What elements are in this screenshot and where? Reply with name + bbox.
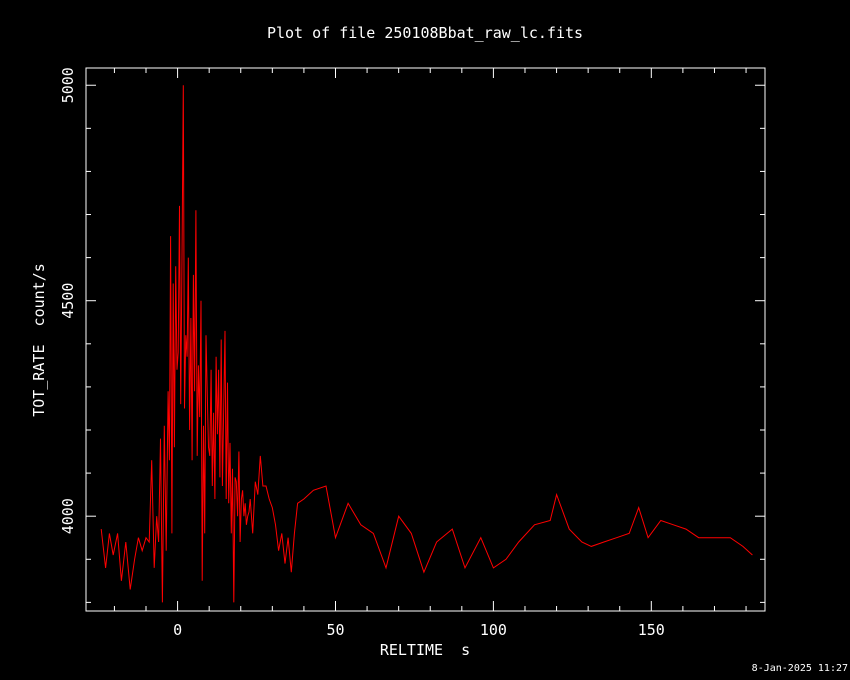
tick-labels: 0 50 100 150 4000 4500 5000 <box>59 67 665 639</box>
timestamp: 8-Jan-2025 11:27 <box>752 663 848 674</box>
y-tick-label: 4000 <box>59 498 77 534</box>
axes <box>85 67 766 612</box>
data-series <box>100 85 753 603</box>
series-line <box>100 85 753 603</box>
y-tick-label: 5000 <box>59 67 77 103</box>
x-tick-label: 0 <box>173 621 182 639</box>
y-axis-label: TOT_RATE count/s <box>30 263 48 417</box>
chart-title: Plot of file 250108Bbat_raw_lc.fits <box>267 24 583 42</box>
plot-frame <box>85 67 766 612</box>
x-axis-label: RELTIME s <box>380 641 470 659</box>
x-tick-label: 150 <box>638 621 665 639</box>
x-tick-label: 50 <box>326 621 344 639</box>
x-tick-label: 100 <box>480 621 507 639</box>
y-tick-label: 4500 <box>59 283 77 319</box>
